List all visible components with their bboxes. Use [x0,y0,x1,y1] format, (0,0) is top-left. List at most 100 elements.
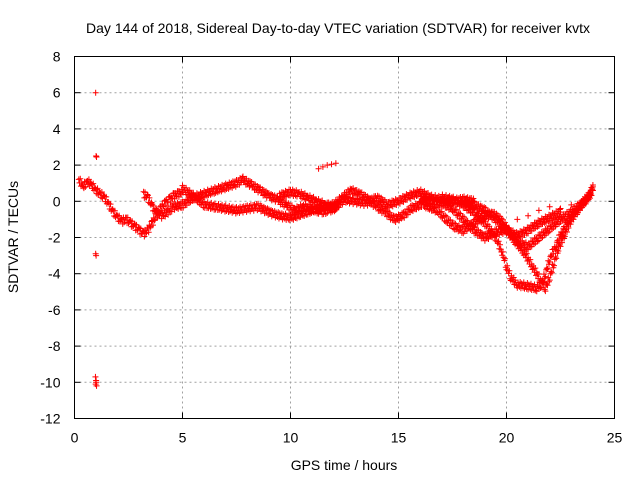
data-point [221,187,228,194]
data-point [540,271,547,278]
data-point [364,202,371,209]
data-point [328,161,335,168]
data-point [553,246,560,253]
data-point [497,241,504,248]
data-point [415,205,422,212]
data-point [140,188,147,195]
data-point [186,187,193,194]
data-point [541,219,548,226]
data-point [530,265,537,272]
data-point [270,195,277,202]
data-point [348,185,355,192]
y-tick-label: -10 [40,374,60,390]
data-point [548,226,555,233]
series-isolated-points [92,89,100,389]
data-point [93,379,100,386]
data-point [514,216,521,223]
data-point [111,207,118,214]
data-point [558,215,565,222]
data-point [319,163,326,170]
data-point [522,251,529,258]
data-point [447,216,454,223]
data-point [246,202,253,209]
data-point [477,202,484,209]
data-point [570,216,577,223]
data-point [546,203,553,210]
series-track-evening [514,182,596,223]
data-point [535,207,542,214]
data-point [355,188,362,195]
data-point [556,206,563,213]
data-point [75,176,82,183]
data-point [463,227,470,234]
x-axis-label: GPS time / hours [291,457,398,473]
data-point [550,250,557,257]
data-point [538,235,545,242]
data-point [167,199,174,206]
data-point [506,227,513,234]
x-tick-label: 20 [499,430,515,446]
series-track-afternoon-c [421,185,596,253]
data-point [557,243,564,250]
data-point [149,222,156,229]
data-point [398,215,405,222]
data-point [485,235,492,242]
data-point [473,209,480,216]
data-point [503,266,510,273]
data-point [116,212,123,219]
data-point [210,201,217,208]
data-point [391,201,398,208]
data-point [518,243,525,250]
data-point [454,223,461,230]
y-tick-label: 0 [53,193,61,209]
data-point [374,192,381,199]
data-point [147,224,154,231]
data-point [565,224,572,231]
data-point [504,262,511,269]
data-point [88,181,95,188]
data-point [452,196,459,203]
data-point [551,211,558,218]
data-point [552,253,559,260]
data-point [142,230,149,237]
data-point [477,228,484,235]
data-point [491,230,498,237]
data-point [376,197,383,204]
data-point [264,205,271,212]
data-point [144,192,151,199]
data-point [399,198,406,205]
data-point [530,225,537,232]
data-point [502,255,509,262]
x-tick-label: 0 [71,430,79,446]
data-point [587,195,594,202]
data-point [405,206,412,213]
data-point [327,209,334,216]
data-point [360,191,367,198]
data-point [330,204,337,211]
data-point [499,248,506,255]
data-point [80,185,87,192]
data-point [288,202,295,209]
data-point [542,288,549,295]
data-point [183,184,190,191]
data-point [548,269,555,276]
data-point [185,200,192,207]
data-point [259,186,266,193]
data-point [368,200,375,207]
data-point [532,287,539,294]
chart-title: Day 144 of 2018, Sidereal Day-to-day VTE… [86,20,590,36]
data-point [478,218,485,225]
data-point [220,184,227,191]
data-point [547,253,554,260]
data-point [563,228,570,235]
data-point [583,199,590,206]
series-isolated-segment [315,160,339,172]
data-point [438,208,445,215]
data-point [295,190,302,197]
data-point [207,191,214,198]
series-track-morning [140,173,342,222]
data-point [197,195,204,202]
data-point [168,195,175,202]
y-tick-label: -12 [40,411,60,427]
data-point [459,213,466,220]
